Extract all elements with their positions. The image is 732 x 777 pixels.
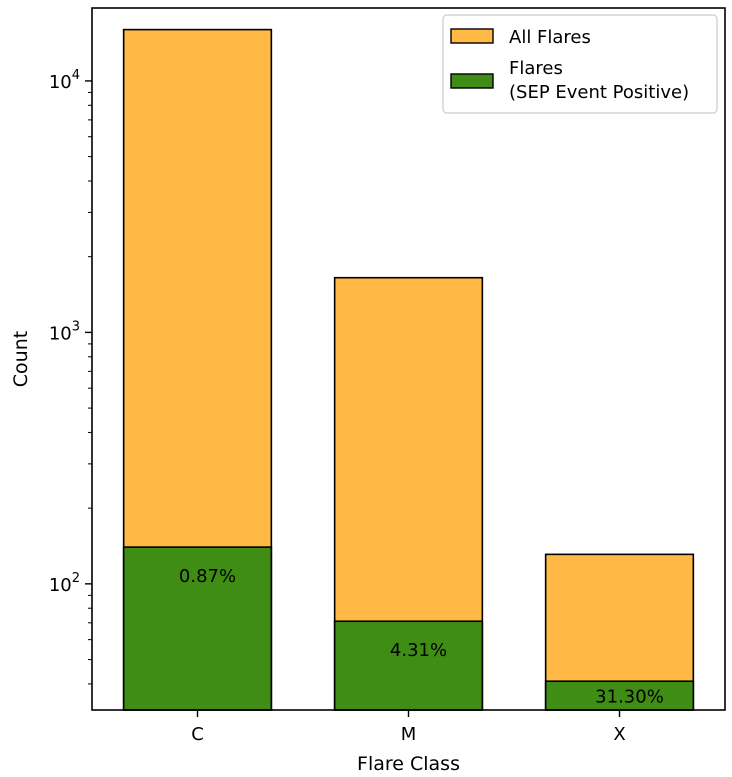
y-tick-label-3: 103 bbox=[49, 319, 80, 344]
bar-sep-positive-m bbox=[333, 620, 484, 711]
legend: All Flares Flares (SEP Event Positive) bbox=[442, 14, 718, 114]
y-major-ticks: 102 103 104 bbox=[49, 68, 92, 596]
data-label-c: 0.87% bbox=[179, 566, 236, 587]
bar-sep-positive-c bbox=[122, 546, 273, 711]
x-tick-label-c: C bbox=[191, 724, 204, 745]
data-labels: 0.87% 4.31% 31.30% bbox=[179, 566, 664, 708]
data-label-m: 4.31% bbox=[390, 640, 447, 661]
plot-frame bbox=[91, 7, 726, 711]
bars-group bbox=[122, 28, 695, 711]
data-label-x: 31.30% bbox=[595, 687, 664, 708]
legend-swatch-sep-positive bbox=[450, 73, 494, 89]
y-tick-label-4: 104 bbox=[49, 68, 80, 93]
x-tick-label-x: X bbox=[613, 724, 625, 745]
y-axis-label: Count bbox=[10, 331, 32, 387]
legend-label-all-flares: All Flares bbox=[509, 27, 591, 48]
legend-label-sep-positive: Flares (SEP Event Positive) bbox=[509, 58, 689, 103]
x-axis-label: Flare Class bbox=[357, 753, 460, 775]
x-tick-label-m: M bbox=[401, 724, 417, 745]
legend-box bbox=[442, 14, 718, 114]
y-tick-label-2: 102 bbox=[49, 571, 80, 596]
legend-swatch-all-flares bbox=[450, 28, 494, 44]
